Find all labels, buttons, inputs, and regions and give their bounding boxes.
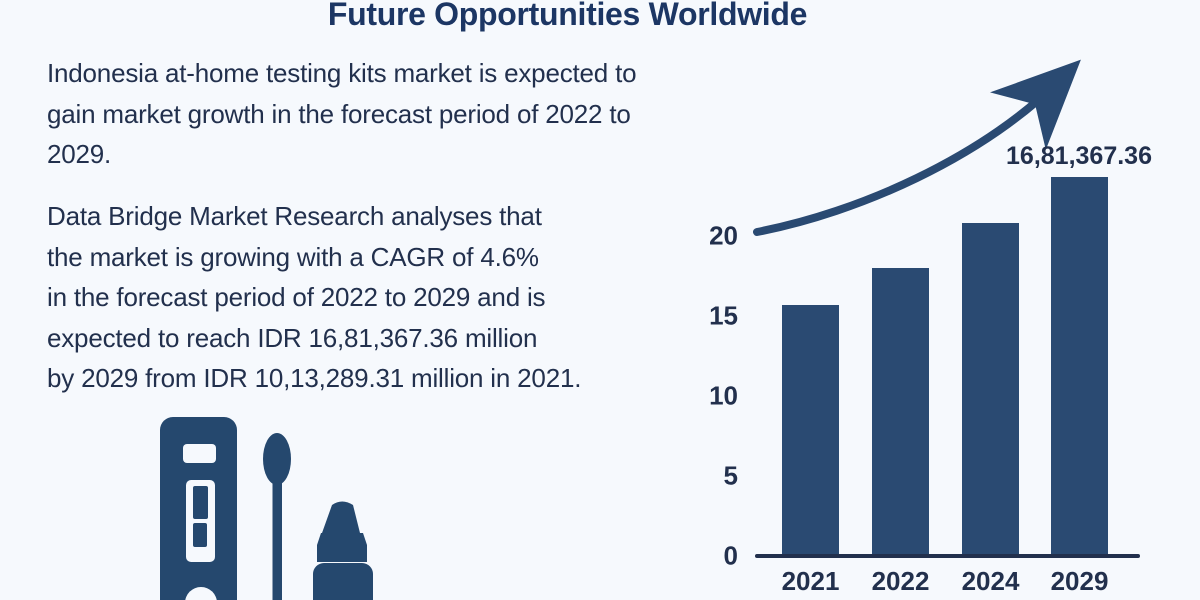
x-tick-label: 2021 (781, 566, 840, 596)
x-tick-label: 2029 (1050, 566, 1109, 596)
x-tick-label: 2024 (961, 566, 1020, 596)
nasal-swab-icon (263, 433, 291, 600)
y-tick-label: 10 (709, 380, 738, 411)
analysis-paragraph: Data Bridge Market Research analyses tha… (47, 201, 582, 393)
y-tick-label: 0 (723, 540, 738, 571)
x-tick-label: 2022 (871, 566, 930, 596)
y-tick-label: 20 (709, 220, 738, 251)
intro-paragraph: Indonesia at-home testing kits market is… (47, 58, 637, 169)
test-cassette-icon (160, 417, 237, 600)
dropper-bottle-icon (313, 501, 373, 600)
bar-2029 (1051, 177, 1108, 556)
bar-2021 (782, 305, 839, 556)
y-tick-label: 15 (709, 300, 738, 331)
chart-value-annotation: 16,81,367.36 (1006, 142, 1152, 170)
x-axis-line (755, 554, 1140, 558)
growth-trend-arrow-icon (753, 59, 1081, 236)
bar-chart: 16,81,367.36 0 5 10 15 20 2021 2022 2024 2029 (690, 40, 1200, 600)
testing-kit-illustration (160, 417, 373, 600)
page-title: Future Opportunities Worldwide (327, 0, 808, 32)
bar-2022 (872, 268, 929, 556)
y-tick-label: 5 (723, 460, 738, 491)
bar-2024 (962, 223, 1019, 556)
